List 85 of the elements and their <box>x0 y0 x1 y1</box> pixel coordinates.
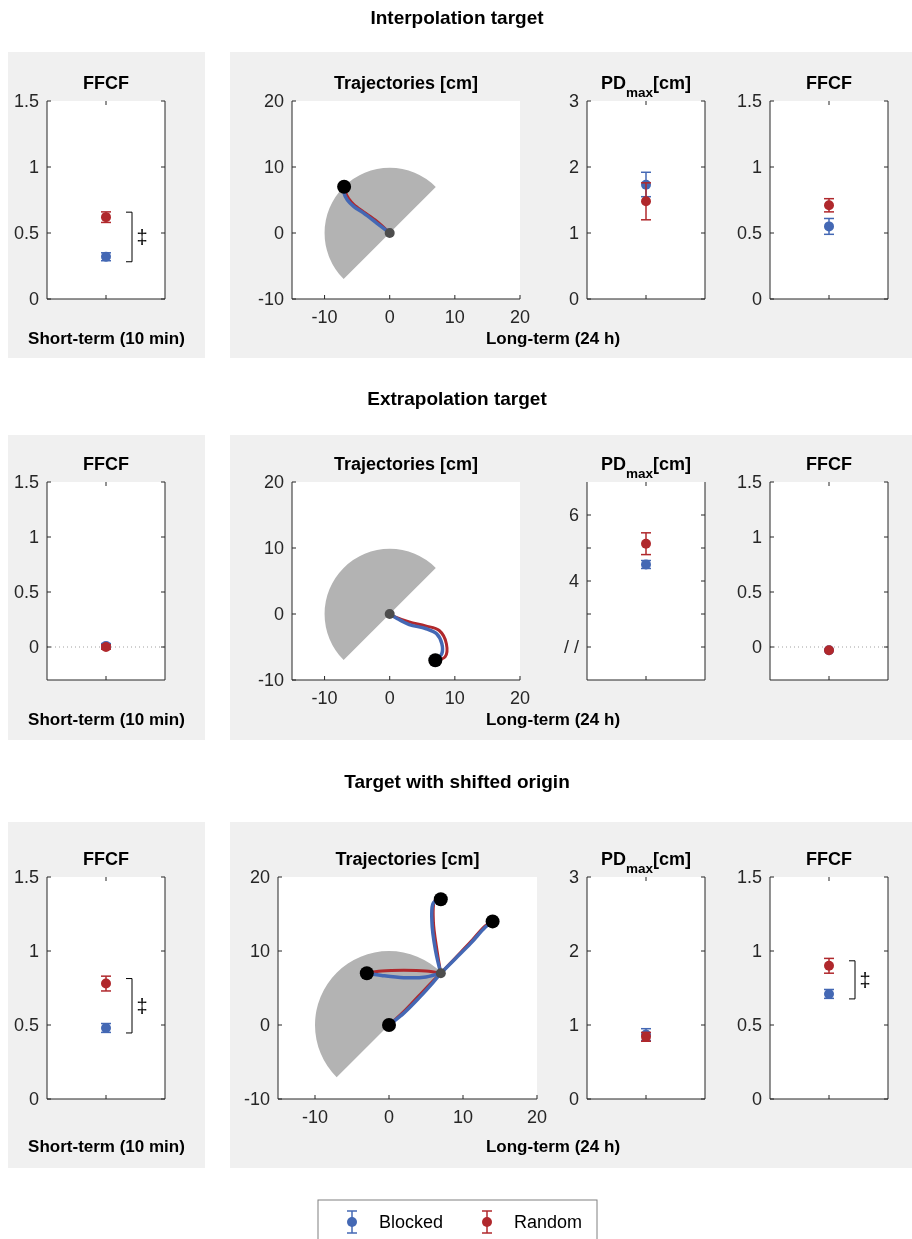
y-tick-label: 3 <box>568 91 579 112</box>
y-tick-label: 10 <box>263 538 284 559</box>
y-tick-label: 20 <box>249 867 270 888</box>
y-tick-label: -10 <box>243 1089 270 1110</box>
x-tick-label: 10 <box>444 307 465 327</box>
y-tick-label: 0.5 <box>736 582 762 603</box>
y-tick-label: 1 <box>751 527 762 548</box>
x-axis-title: Short-term (10 min) <box>28 329 185 348</box>
x-tick-label: 20 <box>509 688 531 708</box>
chart-title: FFCF <box>83 454 129 474</box>
chart-title: FFCF <box>83 73 129 93</box>
x-axis-title: Short-term (10 min) <box>28 710 185 729</box>
x-tick-label: 10 <box>452 1107 474 1127</box>
x-tick-label: 0 <box>383 1107 395 1127</box>
x-tick-label: -10 <box>311 688 338 708</box>
y-tick-label: 1 <box>28 941 39 962</box>
y-tick-label: 10 <box>249 941 270 962</box>
y-tick-label: 0 <box>751 289 762 310</box>
y-tick-label: 6 <box>568 505 579 526</box>
y-tick-label: 1.5 <box>736 472 762 493</box>
x-axis-title: Short-term (10 min) <box>28 1137 185 1156</box>
y-tick-label: 0 <box>28 637 39 658</box>
chart-title: FFCF <box>806 454 852 474</box>
y-tick-label: 1.5 <box>13 472 39 493</box>
y-tick-label: 20 <box>263 91 284 112</box>
y-tick-label: 0 <box>568 289 579 310</box>
y-tick-label: 0 <box>751 1089 762 1110</box>
y-tick-label: 0 <box>273 604 284 625</box>
y-tick-label: 10 <box>263 157 284 178</box>
x-tick-label: 10 <box>444 688 465 708</box>
y-tick-label: 1.5 <box>13 867 39 888</box>
y-tick-label: 1.5 <box>736 867 762 888</box>
y-tick-label: 3 <box>568 867 579 888</box>
x-axis-title: Long-term (24 h) <box>485 329 621 348</box>
y-tick-label: 1 <box>568 1015 579 1036</box>
y-tick-label: / / <box>563 637 579 658</box>
y-tick-label: 4 <box>568 571 579 592</box>
y-tick-label: 1.5 <box>13 91 39 112</box>
y-tick-label: 0 <box>259 1015 270 1036</box>
text: Target with shifted origin <box>344 771 570 792</box>
x-tick-label: -10 <box>301 1107 329 1127</box>
y-tick-label: 1.5 <box>736 91 762 112</box>
y-tick-label: 0.5 <box>13 582 39 603</box>
x-tick-label: 0 <box>384 688 395 708</box>
x-axis-title: Long-term (24 h) <box>485 710 621 729</box>
chart-title: PD$_{max}$[cm] <box>600 73 692 100</box>
annotation: ‡ <box>859 968 871 991</box>
y-tick-label: 0 <box>751 637 762 658</box>
y-tick-label: 1 <box>28 527 39 548</box>
x-tick-label: 20 <box>526 1107 548 1127</box>
chart-title: FFCF <box>83 849 129 869</box>
legend-label: Blocked <box>379 1212 444 1233</box>
y-tick-label: 0.5 <box>736 223 762 244</box>
x-axis-title: Long-term (24 h) <box>485 1137 621 1156</box>
y-tick-label: 0.5 <box>736 1015 762 1036</box>
legend-label: Random <box>514 1212 583 1233</box>
y-tick-label: 0 <box>273 223 284 244</box>
chart-title: Trajectories [cm] <box>333 454 479 474</box>
chart-title: Trajectories [cm] <box>335 849 480 869</box>
chart-title: PD$_{max}$[cm] <box>600 849 692 876</box>
y-tick-label: 1 <box>751 941 762 962</box>
y-tick-label: -10 <box>257 289 284 310</box>
y-tick-label: 0 <box>28 289 39 310</box>
chart-title: Trajectories [cm] <box>333 73 479 93</box>
annotation: ‡ <box>136 225 148 248</box>
x-tick-label: 0 <box>384 307 395 327</box>
y-tick-label: 2 <box>568 157 579 178</box>
y-tick-label: 1 <box>751 157 762 178</box>
x-tick-label: 20 <box>509 307 531 327</box>
y-tick-label: 0 <box>28 1089 39 1110</box>
y-tick-label: 2 <box>568 941 579 962</box>
y-tick-label: 1 <box>28 157 39 178</box>
y-tick-label: 0.5 <box>13 223 39 244</box>
y-tick-label: -10 <box>257 670 284 691</box>
annotation: ‡ <box>136 994 148 1017</box>
text: Interpolation target <box>370 7 545 28</box>
text: Extrapolation target <box>367 388 548 409</box>
chart-title: FFCF <box>806 73 852 93</box>
y-tick-label: 0.5 <box>13 1015 39 1036</box>
x-tick-label: -10 <box>311 307 338 327</box>
chart-title: FFCF <box>806 849 852 869</box>
y-tick-label: 1 <box>568 223 579 244</box>
chart-title: PD$_{max}$[cm] <box>600 454 692 481</box>
y-tick-label: 20 <box>263 472 284 493</box>
y-tick-label: 0 <box>568 1089 579 1110</box>
